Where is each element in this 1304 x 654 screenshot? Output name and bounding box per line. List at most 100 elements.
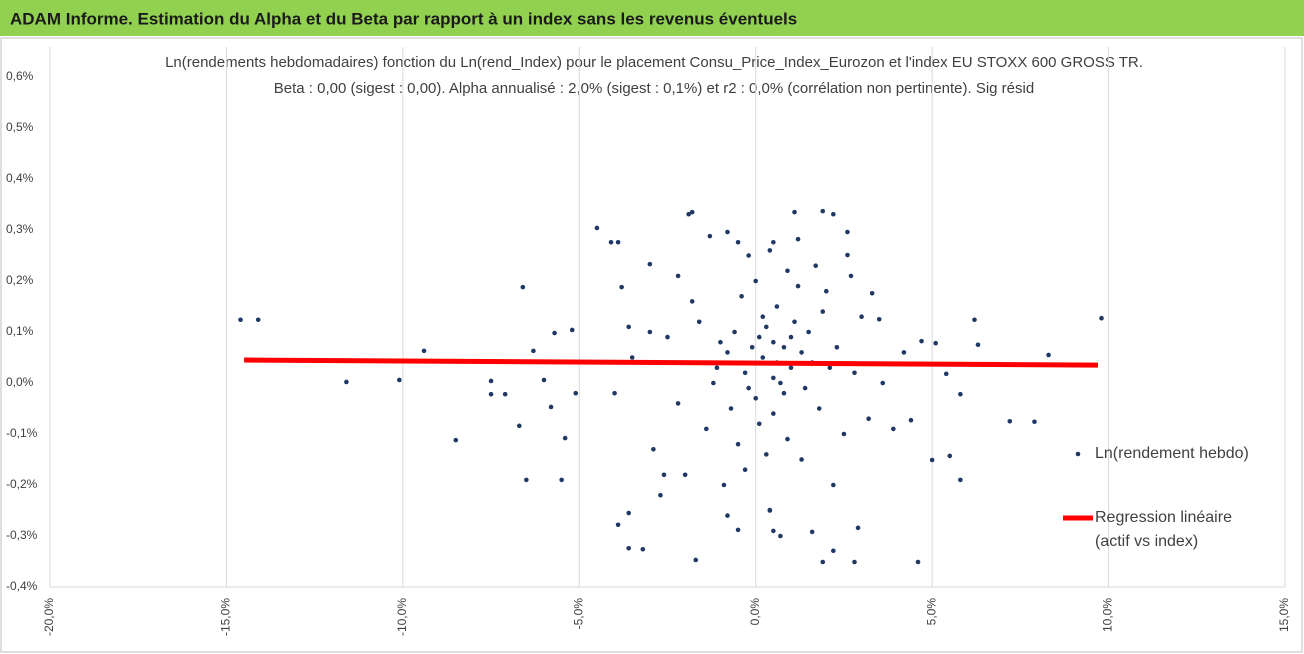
data-point (594, 225, 600, 231)
data-point (756, 421, 762, 427)
data-point (788, 365, 794, 371)
data-point (831, 211, 836, 217)
data-point (524, 477, 529, 483)
data-point (541, 377, 547, 383)
data-point (880, 380, 886, 386)
data-point (852, 370, 857, 376)
data-point (816, 406, 822, 411)
data-point (771, 375, 776, 381)
data-point (915, 559, 921, 565)
data-point (785, 436, 790, 442)
data-point (958, 391, 963, 397)
data-point (742, 467, 748, 473)
data-point (640, 546, 646, 552)
data-point (813, 263, 818, 269)
data-point (626, 324, 631, 330)
data-point (686, 211, 691, 217)
data-point (696, 319, 702, 325)
data-point (799, 457, 804, 462)
data-point (647, 261, 653, 267)
data-point (725, 229, 730, 235)
x-tick-label: 0,0% (748, 598, 762, 626)
data-point (742, 370, 748, 376)
data-point (848, 273, 854, 279)
y-tick-label: -0,2% (6, 477, 38, 491)
y-tick-label: 0,5% (6, 120, 34, 134)
data-point (933, 340, 938, 346)
data-point (820, 559, 826, 565)
data-point (859, 314, 864, 320)
data-point (760, 355, 766, 360)
data-point (552, 330, 557, 336)
data-point (891, 426, 896, 432)
data-point (929, 457, 935, 463)
data-point (488, 391, 494, 397)
data-point (827, 365, 833, 371)
data-point (569, 327, 575, 333)
y-tick-label: 0,0% (6, 375, 34, 389)
data-point (756, 334, 762, 340)
data-point (608, 239, 614, 245)
data-point (823, 288, 829, 294)
y-tick-label: 0,2% (6, 273, 34, 287)
data-point (531, 348, 536, 354)
data-point (1099, 315, 1104, 321)
data-point (658, 492, 663, 498)
data-point (626, 510, 631, 516)
data-point (767, 248, 773, 253)
data-point (718, 339, 723, 345)
data-point (725, 513, 730, 518)
data-point (778, 533, 783, 539)
data-point (520, 284, 526, 290)
data-point (795, 283, 801, 289)
data-point (693, 557, 699, 563)
data-point (711, 380, 716, 386)
data-point (344, 379, 349, 385)
x-tick-label: 10,0% (1101, 598, 1115, 632)
data-point (548, 404, 554, 410)
legend-label: Regression linéaire (actif vs index) (1095, 509, 1232, 550)
data-point (845, 229, 850, 235)
data-point (651, 447, 656, 452)
x-tick-label: -15,0% (219, 598, 233, 636)
data-point (562, 435, 568, 441)
data-point (629, 355, 635, 360)
regression-line (244, 357, 1099, 368)
data-point (675, 273, 681, 279)
data-point (573, 390, 579, 396)
y-tick-label: 0,1% (6, 324, 34, 338)
data-point (852, 559, 857, 565)
data-point (760, 314, 766, 320)
data-point (781, 345, 787, 350)
data-point (947, 453, 953, 459)
data-point (771, 411, 776, 416)
data-point (725, 350, 730, 355)
data-point (795, 236, 801, 242)
data-point (749, 345, 755, 350)
data-point (799, 350, 804, 355)
data-point (764, 452, 769, 457)
data-point (809, 529, 815, 535)
x-tick-label: 5,0% (924, 598, 938, 626)
data-point (774, 304, 780, 309)
data-point (689, 299, 695, 304)
data-point (869, 290, 875, 296)
data-point (792, 209, 797, 215)
data-point (764, 324, 769, 330)
x-tick-label: -20,0% (42, 598, 56, 636)
data-point (502, 391, 508, 397)
data-point (972, 317, 977, 323)
data-point (831, 548, 836, 554)
data-point (615, 239, 621, 245)
data-point (675, 401, 681, 406)
data-point (834, 345, 840, 350)
data-point (619, 284, 624, 290)
data-point (845, 252, 850, 258)
data-point (746, 385, 751, 391)
data-point (781, 390, 787, 396)
data-point (1046, 352, 1051, 358)
data-point (453, 437, 459, 443)
legend-label: Ln(rendement hebdo) (1095, 445, 1249, 462)
data-point (735, 441, 741, 447)
